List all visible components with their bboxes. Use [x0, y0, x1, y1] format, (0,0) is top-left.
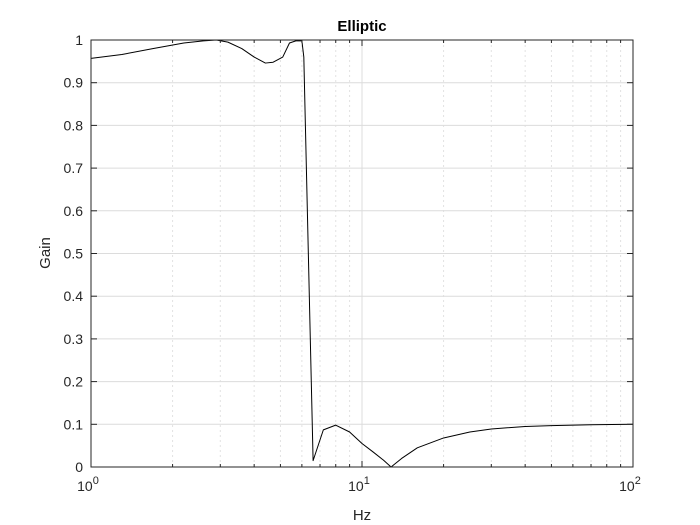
x-tick-label: 101: [348, 475, 370, 494]
y-tick-label: 0.9: [64, 75, 84, 91]
y-tick-label: 0.7: [64, 160, 84, 176]
x-axis-label: Hz: [353, 507, 371, 524]
y-tick-label: 0.6: [64, 203, 84, 219]
y-tick-label: 0.3: [64, 331, 84, 347]
x-tick-label: 100: [77, 475, 99, 494]
chart-title: Elliptic: [337, 18, 386, 35]
tick-marks: [90, 39, 634, 468]
y-tick-label: 0.4: [64, 288, 84, 304]
y-tick-label: 0.2: [64, 374, 84, 390]
y-tick-label: 0.5: [64, 246, 84, 262]
x-tick-label: 102: [619, 475, 641, 494]
y-axis-label: Gain: [37, 237, 54, 269]
tick-labels: 100 101 102 0 0.1 0.2 0.3 0.4 0.5 0.6 0.7 0.8 0.9 1: [64, 32, 641, 494]
y-tick-label: 1: [75, 32, 83, 48]
y-tick-label: 0.1: [64, 416, 84, 432]
y-tick-label: 0.8: [64, 117, 84, 133]
minor-grid: [172, 40, 622, 467]
y-tick-label: 0: [75, 459, 83, 475]
